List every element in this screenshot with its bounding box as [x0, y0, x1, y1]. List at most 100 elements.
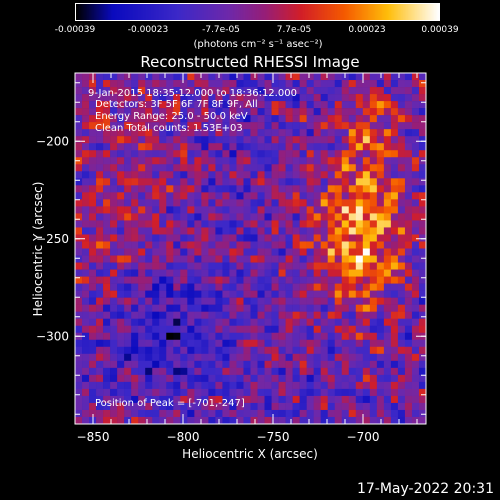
- heatmap-cell: [271, 318, 279, 327]
- heatmap-cell: [397, 164, 406, 172]
- heatmap-cell: [320, 101, 329, 109]
- heatmap-cell: [369, 360, 378, 369]
- heatmap-cell: [404, 136, 413, 144]
- heatmap-cell: [159, 150, 167, 158]
- heatmap-cell: [236, 234, 244, 242]
- heatmap-cell: [348, 255, 357, 263]
- heatmap-cell: [201, 339, 209, 348]
- heatmap-cell: [264, 206, 272, 214]
- heatmap-cell: [187, 290, 195, 298]
- heatmap-cell: [327, 101, 336, 109]
- heatmap-cell: [376, 353, 385, 362]
- heatmap-cell: [411, 164, 420, 172]
- heatmap-cell: [264, 262, 272, 270]
- heatmap-cell: [369, 381, 378, 390]
- heatmap-cell: [187, 115, 195, 123]
- heatmap-cell: [362, 325, 371, 334]
- heatmap-cell: [404, 290, 413, 298]
- heatmap-cell: [285, 381, 293, 390]
- heatmap-cell: [96, 416, 104, 424]
- heatmap-cell: [313, 73, 321, 81]
- heatmap-cell: [110, 143, 118, 151]
- heatmap-cell: [376, 409, 385, 418]
- heatmap-cell: [145, 122, 153, 130]
- heatmap-cell: [159, 262, 167, 270]
- heatmap-cell: [152, 255, 160, 263]
- heatmap-cell: [236, 157, 244, 165]
- heatmap-cell: [257, 353, 265, 362]
- heatmap-cell: [96, 206, 104, 214]
- heatmap-cell: [187, 234, 195, 242]
- heatmap-cell: [75, 241, 83, 249]
- heatmap-cell: [222, 248, 230, 256]
- heatmap-cell: [271, 304, 279, 312]
- heatmap-cell: [75, 339, 83, 348]
- heatmap-cell: [376, 304, 385, 312]
- heatmap-cell: [306, 115, 314, 123]
- heatmap-cell: [355, 262, 364, 270]
- heatmap-cell: [103, 150, 111, 158]
- heatmap-cell: [418, 318, 426, 327]
- heatmap-cell: [159, 185, 167, 193]
- heatmap-cell: [173, 241, 181, 249]
- heatmap-cell: [131, 290, 139, 298]
- heatmap-cell: [390, 290, 399, 298]
- heatmap-cell: [404, 80, 413, 88]
- heatmap-cell: [138, 388, 146, 397]
- heatmap-cell: [264, 73, 272, 81]
- heatmap-cell: [250, 262, 258, 270]
- heatmap-cell: [257, 192, 265, 200]
- heatmap-cell: [110, 94, 118, 102]
- heatmap-cell: [194, 241, 202, 249]
- heatmap-cell: [369, 332, 378, 341]
- heatmap-cell: [369, 227, 378, 235]
- heatmap-cell: [250, 213, 258, 221]
- heatmap-cell: [173, 227, 181, 235]
- heatmap-cell: [313, 381, 321, 390]
- heatmap-cell: [369, 80, 378, 88]
- heatmap-cell: [362, 388, 371, 397]
- heatmap-cell: [152, 87, 160, 95]
- heatmap-cell: [117, 157, 125, 165]
- heatmap-cell: [292, 150, 300, 158]
- heatmap-cell: [264, 367, 272, 376]
- heatmap-cell: [173, 192, 181, 200]
- heatmap-cell: [166, 374, 174, 383]
- heatmap-cell: [117, 178, 125, 186]
- heatmap-cell: [124, 157, 132, 165]
- heatmap-cell: [278, 115, 286, 123]
- heatmap-cell: [96, 395, 104, 404]
- heatmap-cell: [264, 290, 272, 298]
- heatmap-cell: [229, 269, 237, 277]
- heatmap-cell: [117, 318, 125, 327]
- heatmap-cell: [264, 136, 272, 144]
- heatmap-cell: [418, 402, 426, 411]
- heatmap-cell: [257, 87, 265, 95]
- heatmap-cell: [327, 192, 336, 200]
- heatmap-cell: [292, 108, 300, 116]
- heatmap-cell: [355, 297, 364, 305]
- heatmap-cell: [131, 276, 139, 284]
- heatmap-cell: [334, 290, 343, 298]
- heatmap-cell: [131, 129, 139, 137]
- heatmap-cell: [201, 164, 209, 172]
- heatmap-cell: [334, 73, 343, 81]
- heatmap-cell: [278, 269, 286, 277]
- heatmap-cell: [215, 115, 223, 123]
- heatmap-cell: [362, 129, 371, 137]
- heatmap-cell: [257, 143, 265, 151]
- heatmap-cell: [362, 360, 371, 369]
- heatmap-cell: [180, 94, 188, 102]
- heatmap-cell: [383, 178, 392, 186]
- heatmap-cell: [257, 136, 265, 144]
- heatmap-cell: [173, 374, 181, 383]
- heatmap-cell: [411, 276, 420, 284]
- heatmap-cell: [257, 409, 265, 418]
- heatmap-cell: [236, 255, 244, 263]
- heatmap-cell: [250, 94, 258, 102]
- heatmap-cell: [117, 255, 125, 263]
- heatmap-cell: [110, 360, 118, 369]
- heatmap-cell: [411, 339, 420, 348]
- heatmap-cell: [397, 409, 406, 418]
- heatmap-cell: [159, 276, 167, 284]
